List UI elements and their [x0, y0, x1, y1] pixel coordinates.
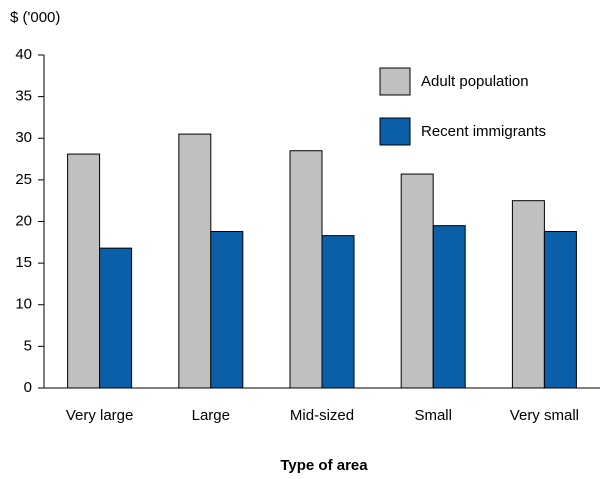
bar: [289, 150, 323, 389]
y-tick-label: 35: [15, 88, 32, 105]
bar: [432, 225, 466, 389]
y-tick-label: 20: [15, 212, 32, 229]
y-tick-label: 10: [15, 296, 32, 313]
y-axis-label: $ ('000): [10, 9, 60, 26]
x-tick-label: Very large: [66, 407, 134, 424]
y-tick-label: 30: [15, 129, 32, 146]
legend-label: Recent immigrants: [421, 123, 546, 140]
y-tick-label: 0: [24, 379, 32, 396]
x-axis-label: Type of area: [280, 457, 368, 474]
legend-label: Adult population: [421, 73, 529, 90]
x-tick-label: Small: [414, 407, 452, 424]
x-tick-label: Very small: [510, 407, 579, 424]
bar: [543, 230, 577, 389]
y-tick-label: 15: [15, 254, 32, 271]
bar: [178, 133, 212, 389]
y-tick-label: 5: [24, 337, 32, 354]
legend-swatch: [379, 67, 411, 96]
x-tick-label: Mid-sized: [290, 407, 354, 424]
bar: [99, 247, 133, 389]
legend-swatch: [379, 117, 411, 146]
bar: [400, 173, 434, 389]
y-tick-label: 40: [15, 46, 32, 63]
y-tick-label: 25: [15, 171, 32, 188]
bar: [321, 235, 355, 389]
bar: [67, 153, 101, 389]
x-tick-label: Large: [192, 407, 230, 424]
bar: [511, 200, 545, 389]
bar: [210, 230, 244, 389]
